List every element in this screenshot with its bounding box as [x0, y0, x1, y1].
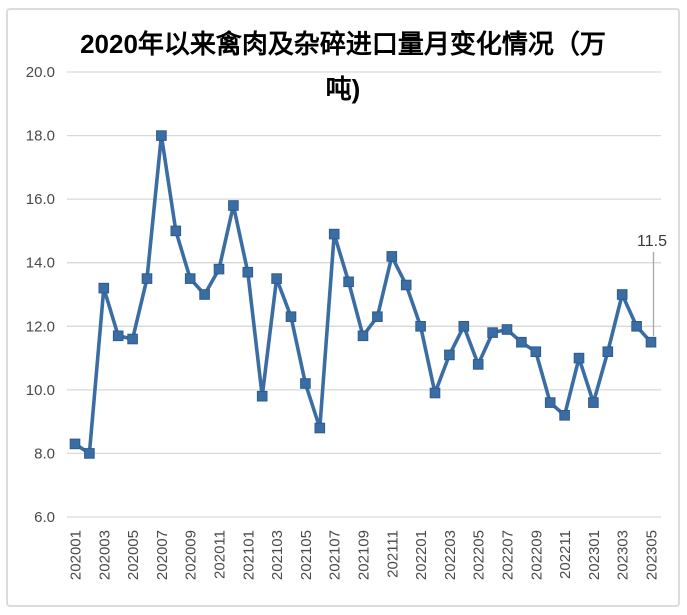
x-tick-label: 202203 — [442, 530, 459, 580]
data-point-marker — [400, 279, 412, 291]
last-point-data-label: 11.5 — [637, 233, 667, 250]
data-point-marker — [530, 346, 542, 357]
series-line — [74, 133, 653, 456]
data-point-marker — [213, 263, 225, 275]
x-tick-label: 202209 — [528, 530, 545, 580]
data-point-marker — [156, 130, 167, 141]
data-point-marker — [386, 251, 398, 262]
data-point-marker — [357, 330, 369, 342]
data-point-marker — [242, 266, 254, 278]
data-point-marker — [228, 200, 239, 211]
x-tick-label: 202001 — [68, 530, 85, 580]
data-point-marker — [472, 359, 484, 370]
data-point-marker — [544, 397, 556, 408]
y-tick-label: 10.0 — [26, 382, 55, 399]
y-tick-label: 6.0 — [34, 509, 55, 526]
data-point-marker — [372, 311, 383, 322]
data-point-marker — [328, 228, 340, 240]
data-point-marker — [199, 289, 210, 300]
data-point-marker — [444, 349, 455, 361]
x-tick-label: 202105 — [298, 530, 315, 580]
y-tick-label: 18.0 — [26, 128, 55, 145]
data-point-marker — [170, 225, 182, 237]
data-point-marker — [69, 438, 81, 450]
y-tick-label: 16.0 — [26, 191, 55, 208]
x-tick-label: 202011 — [212, 530, 229, 579]
x-tick-label: 202111 — [384, 530, 401, 578]
y-tick-label: 20.0 — [26, 64, 55, 81]
x-tick-label: 202005 — [125, 530, 142, 580]
x-tick-label: 202303 — [615, 530, 632, 580]
x-tick-label: 202007 — [154, 530, 171, 580]
x-tick-label: 202009 — [183, 530, 200, 580]
x-tick-label: 202211 — [557, 530, 574, 579]
data-point-marker — [141, 273, 153, 284]
data-point-marker — [300, 378, 311, 389]
x-tick-label: 202109 — [356, 530, 373, 580]
x-tick-label: 202003 — [96, 530, 113, 580]
data-point-marker — [415, 321, 426, 332]
data-point-marker — [487, 327, 498, 338]
x-tick-label: 202205 — [471, 530, 488, 580]
data-point-marker — [501, 324, 513, 335]
data-point-marker — [458, 321, 470, 332]
x-tick-label: 202301 — [586, 530, 603, 580]
x-tick-label: 202107 — [327, 530, 344, 580]
data-point-marker — [645, 336, 657, 348]
x-tick-label: 202305 — [644, 530, 661, 580]
data-point-marker — [616, 289, 628, 300]
data-point-marker — [184, 273, 196, 284]
x-tick-label: 202103 — [269, 530, 286, 580]
x-tick-label: 202207 — [500, 530, 517, 580]
data-point-marker — [631, 321, 642, 332]
data-point-marker — [573, 352, 585, 364]
data-point-marker — [314, 422, 326, 434]
y-tick-label: 12.0 — [26, 318, 55, 335]
y-tick-label: 8.0 — [34, 445, 55, 462]
data-point-marker — [429, 387, 441, 399]
data-point-marker — [271, 273, 282, 284]
data-point-marker — [602, 346, 614, 357]
data-point-marker — [112, 330, 124, 342]
data-point-marker — [84, 448, 95, 459]
data-point-marker — [127, 333, 138, 345]
data-point-marker — [588, 397, 599, 408]
x-tick-label: 202201 — [413, 530, 430, 580]
data-point-marker — [559, 410, 570, 421]
data-point-marker — [256, 390, 268, 402]
data-point-marker — [285, 311, 297, 322]
data-point-marker — [343, 276, 354, 288]
y-tick-label: 14.0 — [26, 255, 55, 272]
data-point-marker — [98, 282, 110, 294]
chart-title: 2020年以来禽肉及杂碎进口量月变化情况（万吨) — [80, 29, 606, 104]
x-tick-label: 202101 — [240, 530, 257, 580]
data-point-marker — [516, 336, 527, 348]
